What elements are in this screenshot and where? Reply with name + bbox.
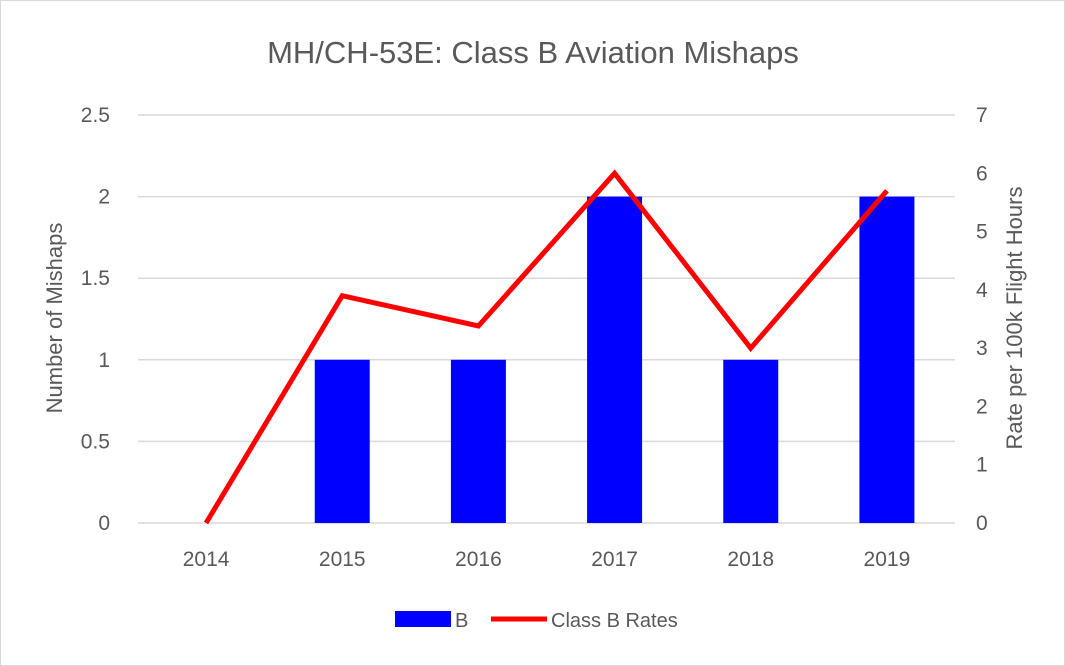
rate-line <box>203 169 889 525</box>
legend-bar-swatch <box>395 611 451 627</box>
x-tick-label: 2018 <box>727 548 774 571</box>
legend-line-label: Class B Rates <box>551 610 678 632</box>
right-tick-label: 7 <box>976 104 988 127</box>
x-tick-label: 2016 <box>455 548 502 571</box>
right-tick-label: 6 <box>976 162 988 185</box>
bar <box>723 359 779 523</box>
bar <box>859 196 915 523</box>
right-tick-label: 4 <box>976 279 988 302</box>
left-tick-label: 2.5 <box>81 104 110 127</box>
bar <box>587 196 643 523</box>
legend-bar-label: B <box>455 610 468 632</box>
x-tick-label: 2015 <box>319 548 366 571</box>
gridlines <box>138 114 955 524</box>
x-tick-label: 2019 <box>864 548 911 571</box>
x-axis-ticks: 2014 2015 2016 2017 2018 2019 <box>183 548 911 571</box>
x-tick-label: 2017 <box>591 548 638 571</box>
legend: B Class B Rates <box>395 610 678 632</box>
right-tick-label: 0 <box>976 512 988 535</box>
left-axis-label: Number of Mishaps <box>42 223 67 414</box>
left-tick-label: 1.5 <box>81 267 110 290</box>
right-tick-label: 3 <box>976 337 988 360</box>
left-tick-label: 0 <box>98 512 110 535</box>
right-tick-label: 5 <box>976 221 988 244</box>
chart-title: MH/CH-53E: Class B Aviation Mishaps <box>267 35 799 70</box>
right-tick-label: 2 <box>976 395 988 418</box>
bar <box>450 359 506 523</box>
bar-series <box>314 196 915 523</box>
line-series <box>203 169 889 525</box>
left-tick-label: 1 <box>98 349 110 372</box>
bar <box>314 359 370 523</box>
left-tick-label: 2 <box>98 186 110 209</box>
right-tick-label: 1 <box>976 454 988 477</box>
left-tick-label: 0.5 <box>81 430 110 453</box>
right-axis-label: Rate per 100k Flight Hours <box>1002 187 1027 450</box>
x-tick-label: 2014 <box>183 548 230 571</box>
right-axis-ticks: 0 1 2 3 4 5 6 7 <box>976 104 988 535</box>
left-axis-ticks: 0 0.5 1 1.5 2 2.5 <box>81 104 110 535</box>
